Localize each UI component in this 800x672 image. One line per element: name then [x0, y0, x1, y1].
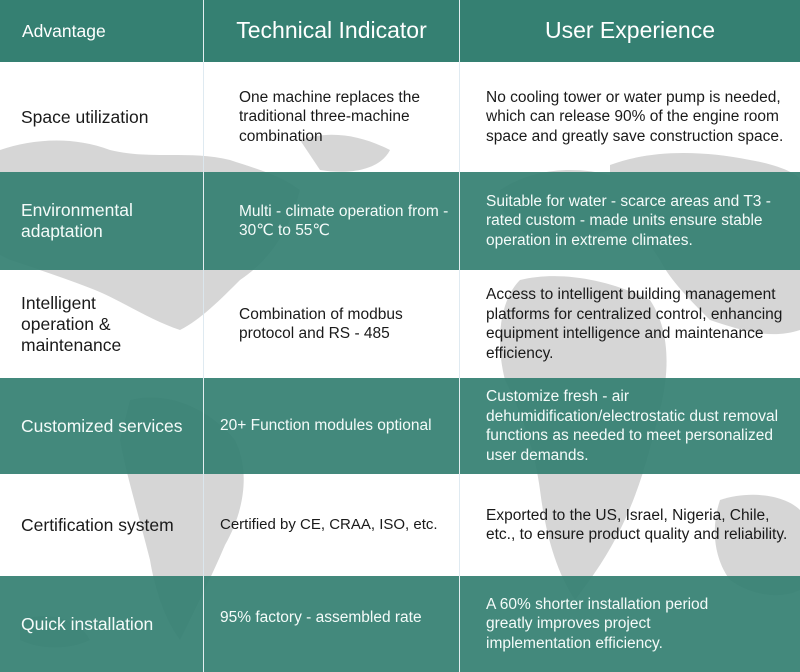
row-space-utilization-indicator: One machine replaces the traditional thr…	[204, 62, 460, 172]
row-intelligent-operation-indicator: Combination of modbus protocol and RS - …	[204, 270, 460, 378]
header-user-experience: User Experience	[460, 0, 800, 62]
row-certification-system-advantage: Certification system	[0, 474, 204, 576]
row-space-utilization-advantage: Space utilization	[0, 62, 204, 172]
row-intelligent-operation-advantage: Intelligent operation & maintenance	[0, 270, 204, 378]
row-quick-installation-indicator: 95% factory - assembled rate	[204, 576, 460, 672]
row-customized-services-advantage: Customized services	[0, 378, 204, 474]
row-customized-services-indicator: 20+ Function modules optional	[204, 378, 460, 474]
row-environmental-adaptation-advantage: Environmental adaptation	[0, 172, 204, 270]
row-quick-installation-advantage: Quick installation	[0, 576, 204, 672]
row-environmental-adaptation-indicator: Multi - climate operation from - 30℃ to …	[204, 172, 460, 270]
row-space-utilization-experience: No cooling tower or water pump is needed…	[486, 88, 784, 145]
row-certification-system-experience: Exported to the US, Israel, Nigeria, Chi…	[486, 506, 788, 544]
header-technical-indicator: Technical Indicator	[204, 0, 460, 62]
row-customized-services-experience: Customize fresh - air dehumidification/e…	[460, 378, 800, 474]
row-certification-system-indicator: Certified by CE, CRAA, ISO, etc.	[204, 474, 460, 576]
row-intelligent-operation-experience: Access to intelligent building managemen…	[486, 286, 783, 362]
header-advantage: Advantage	[0, 0, 204, 62]
row-environmental-adaptation-experience: Suitable for water - scarce areas and T3…	[460, 172, 800, 270]
row-quick-installation-experience: A 60% shorter installation period greatl…	[460, 576, 800, 672]
